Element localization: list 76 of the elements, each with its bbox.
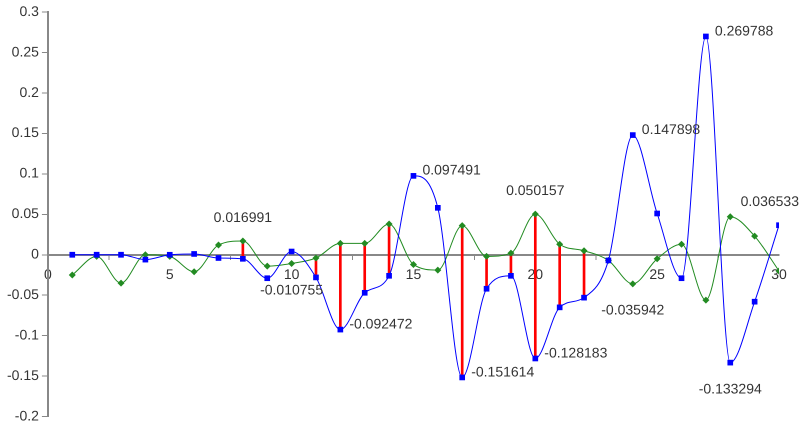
point: [410, 260, 417, 268]
data-label: 0.097491: [422, 162, 482, 178]
x-tick-label: 10: [284, 266, 300, 282]
point: [751, 232, 758, 240]
point: [532, 210, 539, 218]
point: [361, 240, 368, 247]
point: [630, 132, 636, 138]
point: [484, 286, 490, 292]
point: [362, 290, 368, 296]
point: [240, 256, 246, 262]
data-label: -0.133294: [698, 380, 762, 396]
x-tick-label: 15: [406, 266, 422, 282]
point: [703, 34, 709, 40]
y-tick-label: -0.2: [14, 407, 40, 424]
point: [580, 247, 588, 254]
point: [312, 254, 320, 262]
point: [69, 252, 76, 258]
point: [288, 260, 296, 267]
point: [726, 213, 734, 220]
point: [386, 272, 392, 279]
point: [68, 271, 76, 278]
data-label: -0.151614: [471, 363, 534, 380]
y-tick-label: -0.15: [6, 367, 40, 383]
point: [483, 252, 490, 260]
point: [118, 280, 125, 287]
point: [264, 275, 270, 282]
point: [288, 248, 294, 254]
y-tick-label: 0.2: [19, 84, 40, 100]
point: [508, 272, 514, 279]
y-tick-label: 0.15: [12, 124, 40, 140]
point: [629, 280, 636, 288]
x-tick-label: 5: [166, 266, 174, 282]
point: [190, 268, 198, 276]
point: [264, 262, 271, 270]
point: [459, 374, 466, 380]
point: [239, 238, 246, 245]
y-tick-label: 0.1: [19, 164, 40, 181]
y-tick-label: -0.1: [14, 326, 40, 343]
data-label: 0.036533: [740, 193, 800, 210]
x-tick-label: 25: [649, 266, 666, 282]
point: [727, 360, 734, 366]
point: [678, 240, 686, 248]
point: [191, 251, 197, 257]
point: [336, 240, 344, 247]
point: [434, 205, 441, 211]
point: [386, 220, 393, 228]
y-tick-label: 0.05: [12, 205, 40, 222]
point: [507, 250, 514, 257]
point: [142, 256, 148, 262]
point: [215, 242, 222, 249]
data-label: -0.128183: [544, 344, 608, 360]
point: [338, 326, 344, 332]
y-tick-label: 0.3: [19, 2, 40, 19]
y-tick-label: 0.25: [12, 43, 40, 60]
point: [654, 210, 660, 216]
data-label: -0.092472: [349, 315, 413, 332]
point: [216, 255, 222, 261]
point: [654, 255, 661, 262]
point: [581, 294, 587, 300]
point: [313, 274, 319, 280]
point: [410, 173, 416, 179]
data-label: 0.016991: [214, 208, 272, 225]
point: [678, 275, 684, 282]
point: [532, 356, 538, 362]
data-label: 0.050157: [506, 182, 565, 198]
point: [556, 240, 564, 248]
point: [434, 266, 442, 274]
y-tick-label: 0: [31, 246, 40, 262]
y-tick-label: -0.05: [6, 286, 40, 302]
point: [458, 222, 466, 230]
point: [702, 296, 710, 304]
data-label: 0.269788: [714, 22, 774, 38]
point: [118, 252, 124, 258]
data-label: -0.035942: [601, 302, 665, 318]
point: [556, 304, 562, 310]
point: [752, 298, 758, 305]
